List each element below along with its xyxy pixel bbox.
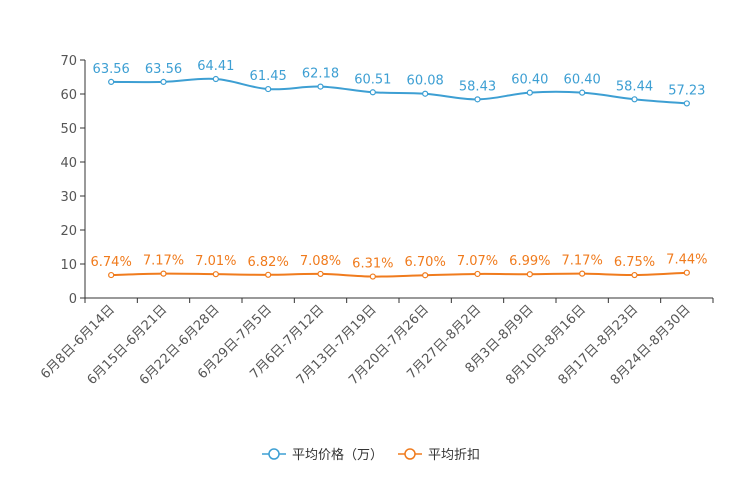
data-point bbox=[317, 270, 324, 278]
legend: 平均价格（万） 平均折扣 bbox=[262, 447, 480, 463]
data-label: 61.45 bbox=[250, 69, 287, 84]
data-point bbox=[474, 270, 481, 278]
data-label: 7.07% bbox=[457, 254, 498, 269]
legend-item: 平均价格（万） bbox=[262, 447, 383, 463]
data-label: 6.70% bbox=[405, 255, 446, 270]
data-label: 7.17% bbox=[143, 254, 184, 269]
data-point bbox=[422, 90, 429, 97]
y-tick-label: 30 bbox=[60, 190, 77, 205]
data-point bbox=[108, 78, 115, 85]
y-tick-label: 20 bbox=[60, 224, 77, 239]
data-label: 6.31% bbox=[352, 257, 393, 272]
data-label: 58.44 bbox=[616, 79, 653, 94]
series-line bbox=[111, 271, 687, 278]
data-label: 60.40 bbox=[511, 73, 548, 88]
data-point bbox=[631, 96, 638, 103]
data-label: 63.56 bbox=[93, 62, 130, 77]
data-point bbox=[212, 271, 219, 278]
y-tick-label: 10 bbox=[60, 258, 77, 273]
data-point bbox=[369, 273, 376, 280]
legend-label: 平均价格（万） bbox=[292, 447, 383, 463]
data-point bbox=[526, 271, 533, 278]
data-point bbox=[265, 85, 272, 93]
legend-item: 平均折扣 bbox=[398, 448, 480, 463]
data-label: 60.51 bbox=[354, 72, 391, 87]
data-point bbox=[474, 96, 481, 103]
y-tick-label: 0 bbox=[69, 292, 77, 307]
data-label: 6.99% bbox=[509, 254, 550, 269]
data-point bbox=[160, 270, 167, 277]
data-label: 57.23 bbox=[668, 83, 705, 98]
legend-marker bbox=[268, 448, 280, 460]
data-point bbox=[579, 89, 586, 96]
data-point bbox=[265, 271, 272, 278]
data-point bbox=[317, 83, 324, 90]
data-label: 6.82% bbox=[248, 255, 289, 270]
data-label: 6.74% bbox=[91, 255, 132, 270]
data-point bbox=[631, 271, 638, 279]
data-point bbox=[212, 75, 219, 83]
series-line bbox=[111, 77, 687, 105]
data-label: 60.08 bbox=[407, 74, 444, 89]
data-label: 7.17% bbox=[562, 254, 603, 269]
data-label: 7.01% bbox=[195, 254, 236, 269]
data-label: 7.44% bbox=[666, 253, 707, 268]
data-point bbox=[579, 270, 586, 277]
data-label: 63.56 bbox=[145, 62, 182, 77]
data-point bbox=[683, 269, 690, 276]
data-point bbox=[108, 271, 115, 279]
series-avg-discount: 6.74% 7.17% 7.01% 6.82% 7.08% 6.31% 6.70% 7.07%… bbox=[91, 253, 707, 280]
data-point bbox=[683, 100, 690, 107]
data-label: 6.75% bbox=[614, 255, 655, 270]
data-label: 7.08% bbox=[300, 254, 341, 269]
data-point bbox=[369, 89, 376, 96]
data-point bbox=[422, 272, 429, 279]
y-tick-label: 50 bbox=[60, 122, 77, 137]
data-label: 62.18 bbox=[302, 67, 339, 82]
series-avg-price: 63.56 63.56 64.41 61.45 62.18 60.51 60.08 58.43… bbox=[93, 59, 705, 107]
data-label: 64.41 bbox=[197, 59, 234, 74]
y-tick-label: 60 bbox=[60, 88, 77, 103]
data-label: 60.40 bbox=[564, 73, 601, 88]
data-point bbox=[160, 78, 167, 85]
data-point bbox=[526, 89, 533, 96]
data-label: 58.43 bbox=[459, 79, 496, 94]
legend-marker bbox=[404, 448, 416, 460]
y-tick-label: 40 bbox=[60, 156, 77, 171]
legend-label: 平均折扣 bbox=[428, 448, 480, 463]
y-tick-label: 70 bbox=[60, 54, 77, 69]
